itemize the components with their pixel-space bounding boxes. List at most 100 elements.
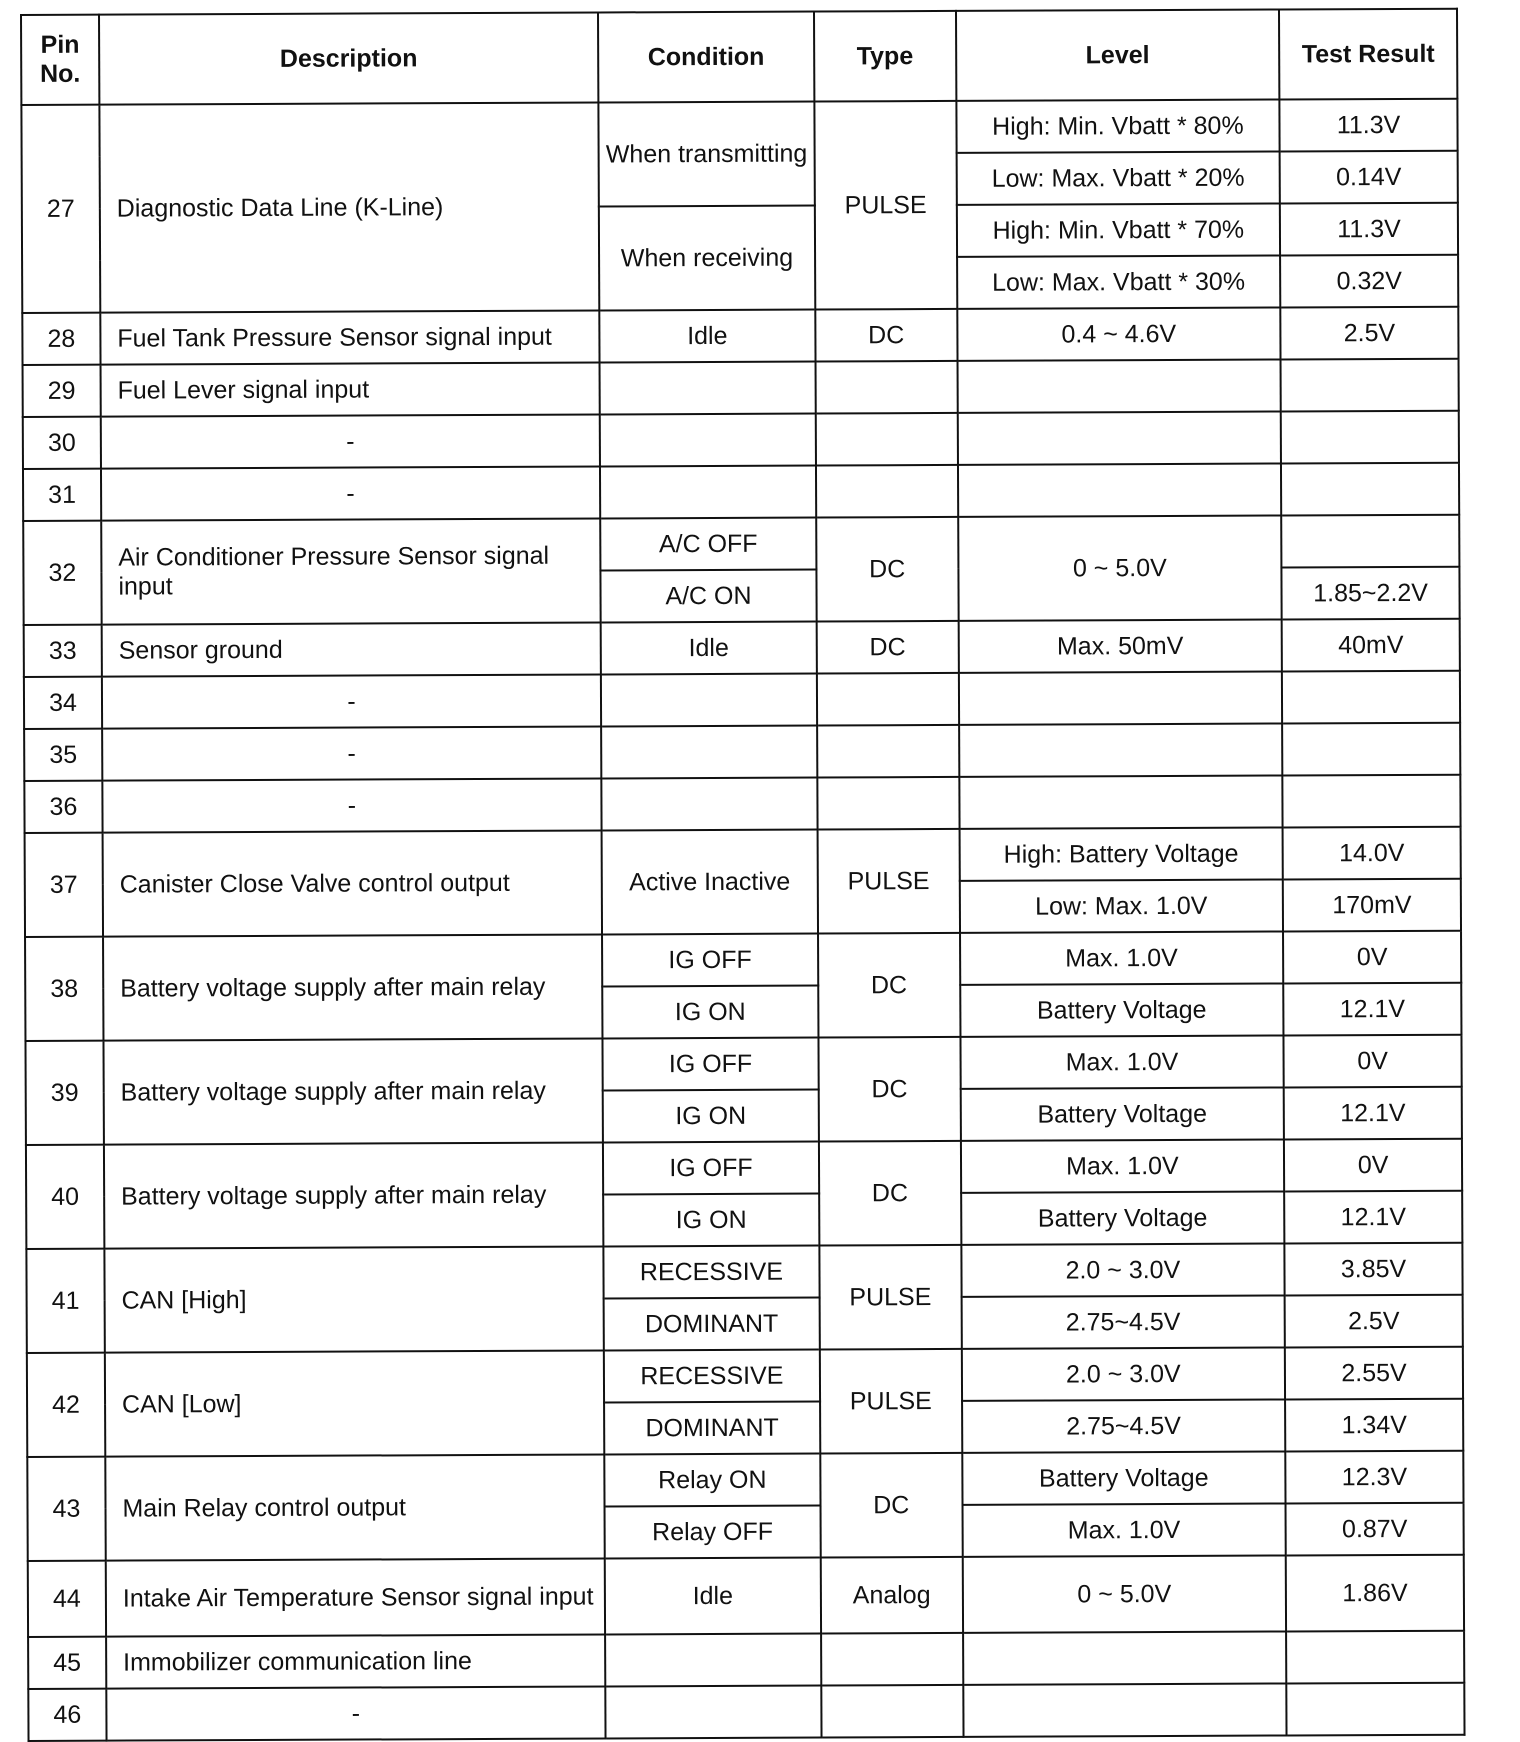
test-result-cell: 14.0V: [1282, 826, 1461, 880]
test-result-cell: 2.55V: [1284, 1346, 1464, 1400]
pin-number: 34: [23, 676, 103, 729]
test-result-cell: 12.1V: [1283, 982, 1462, 1036]
pin-number: 32: [23, 520, 102, 625]
type-cell: DC: [815, 308, 958, 362]
pin-description: Canister Close Valve control output: [102, 830, 603, 937]
type-cell: PULSE: [819, 1244, 962, 1350]
level-cell: [959, 775, 1283, 829]
type-cell: [821, 1684, 964, 1738]
table-row: 46-: [28, 1682, 1465, 1741]
condition-cell: [601, 725, 818, 779]
condition-cell: Relay OFF: [604, 1505, 821, 1559]
condition-cell: RECESSIVE: [603, 1245, 820, 1299]
condition-cell: [605, 1633, 822, 1687]
condition-cell: IG ON: [603, 1193, 820, 1247]
level-cell: Max. 1.0V: [960, 1035, 1284, 1089]
type-cell: [820, 1632, 963, 1686]
level-cell: Battery Voltage: [959, 983, 1284, 1037]
level-cell: [958, 723, 1283, 777]
table-row: 32 Air Conditioner Pressure Sensor signal…: [23, 514, 1460, 625]
pin-number: 43: [27, 1456, 106, 1561]
table-row: 45 Immobilizer communication line: [28, 1630, 1465, 1689]
level-cell: Max. 1.0V: [962, 1503, 1286, 1557]
type-cell: DC: [817, 932, 961, 1038]
test-result-cell: 12.3V: [1285, 1450, 1464, 1504]
type-cell: [815, 412, 958, 466]
test-result-cell: [1281, 514, 1460, 568]
test-result-cell: 0.87V: [1285, 1502, 1464, 1556]
test-result-cell: 1.34V: [1285, 1398, 1464, 1452]
level-cell: Low: Max. Vbatt * 30%: [956, 255, 1281, 309]
condition-cell: RECESSIVE: [603, 1349, 820, 1403]
test-result-cell: 12.1V: [1283, 1086, 1462, 1140]
pin-description: Immobilizer communication line: [106, 1634, 606, 1689]
pin-description: -: [102, 726, 602, 781]
pin-number: 33: [23, 624, 102, 677]
level-cell: 0 ~ 5.0V: [957, 515, 1282, 621]
pin-test-table: Pin No. Description Condition Type Level…: [20, 8, 1466, 1742]
test-result-cell: [1286, 1630, 1465, 1684]
condition-cell: DOMINANT: [603, 1297, 820, 1351]
type-cell: DC: [816, 620, 959, 674]
level-cell: Battery Voltage: [960, 1087, 1285, 1141]
table-row: 41 CAN [High] RECESSIVE PULSE 2.0 ~ 3.0V 3.85…: [26, 1242, 1463, 1353]
pin-number: 40: [25, 1144, 105, 1249]
pin-description: Diagnostic Data Line (K-Line): [99, 102, 600, 313]
level-cell: [962, 1631, 1287, 1685]
pin-description: -: [102, 778, 602, 833]
test-result-cell: 1.85~2.2V: [1281, 566, 1460, 620]
test-result-cell: [1282, 774, 1461, 828]
test-result-cell: 3.85V: [1284, 1242, 1463, 1296]
type-cell: [815, 360, 958, 414]
level-cell: [957, 463, 1282, 517]
test-result-cell: [1282, 722, 1461, 776]
pin-description: -: [101, 674, 602, 729]
header-level: Level: [955, 9, 1280, 101]
type-cell: PULSE: [817, 828, 960, 934]
test-result-cell: [1280, 358, 1459, 412]
type-cell: Analog: [820, 1556, 963, 1634]
pin-number: 37: [24, 832, 103, 937]
test-result-cell: [1286, 1682, 1465, 1736]
pin-description: Main Relay control output: [105, 1454, 605, 1561]
condition-cell: A/C ON: [600, 569, 817, 623]
table-row: 30-: [22, 410, 1459, 469]
condition-cell: Idle: [604, 1557, 821, 1635]
header-pin-no: Pin No.: [21, 14, 100, 105]
test-result-cell: 2.5V: [1284, 1294, 1463, 1348]
level-cell: Battery Voltage: [960, 1191, 1285, 1245]
type-cell: DC: [818, 1036, 961, 1142]
pin-description: Intake Air Temperature Sensor signal inp…: [105, 1558, 606, 1637]
level-cell: High: Min. Vbatt * 70%: [956, 203, 1281, 257]
condition-cell: [605, 1685, 822, 1739]
type-cell: [815, 464, 958, 518]
table-row: 37 Canister Close Valve control output Act…: [24, 826, 1461, 937]
level-cell: High: Min. Vbatt * 80%: [956, 99, 1280, 153]
pin-description: -: [100, 466, 601, 521]
condition-cell: [599, 465, 817, 519]
type-cell: [816, 724, 960, 778]
table-row: 44 Intake Air Temperature Sensor signal i…: [27, 1554, 1465, 1637]
table-row: 43 Main Relay control output Relay ON DC Bat…: [27, 1450, 1464, 1561]
pin-number: 38: [25, 936, 104, 1041]
condition-cell: [599, 413, 816, 467]
level-cell: Max. 1.0V: [959, 931, 1284, 985]
table-row: 27 Diagnostic Data Line (K-Line) When tran…: [21, 98, 1458, 313]
pin-number: 41: [26, 1248, 105, 1353]
level-cell: Low: Max. Vbatt * 20%: [956, 151, 1280, 205]
header-type: Type: [813, 10, 957, 102]
test-result-cell: 1.86V: [1285, 1554, 1465, 1632]
condition-cell: Relay ON: [604, 1453, 821, 1507]
condition-cell: DOMINANT: [604, 1401, 821, 1455]
table-row: 33 Sensor ground Idle DC Max. 50mV 40mV: [23, 618, 1460, 677]
condition-cell: [599, 361, 816, 415]
header-condition: Condition: [598, 11, 815, 103]
pin-number: 35: [24, 728, 103, 781]
pin-number: 28: [22, 312, 101, 365]
pin-number: 31: [22, 468, 102, 521]
pin-number: 39: [25, 1040, 104, 1145]
test-result-cell: 0V: [1283, 1034, 1462, 1088]
test-result-cell: 11.3V: [1279, 202, 1459, 256]
test-result-cell: 0.32V: [1280, 254, 1459, 308]
condition-cell: IG ON: [602, 985, 819, 1039]
